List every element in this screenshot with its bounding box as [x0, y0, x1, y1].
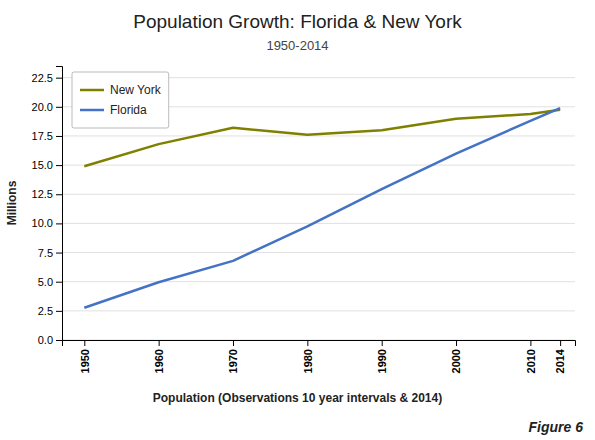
x-tick-label: 2014 — [554, 348, 566, 373]
x-tick-label: 1950 — [79, 349, 91, 373]
x-tick: 1990 — [376, 340, 388, 373]
x-tick-mark — [456, 340, 457, 346]
x-tick: 2000 — [450, 340, 462, 373]
x-tick-mark — [84, 340, 85, 346]
y-tick-mark — [56, 165, 62, 166]
x-tick: 2014 — [554, 340, 566, 373]
y-tick-mark — [56, 253, 62, 254]
subtitle: 1950-2014 — [266, 38, 328, 53]
y-tick-mark — [56, 78, 62, 79]
y-tick-mark — [56, 194, 62, 195]
x-tick: 1950 — [79, 340, 91, 373]
title: Population Growth: Florida & New York — [133, 11, 462, 32]
x-tick-label: 2010 — [525, 349, 537, 373]
y-tick-mark — [56, 311, 62, 312]
y-tick-mark — [56, 136, 62, 137]
x-tick: 1980 — [302, 340, 314, 373]
legend-box — [72, 72, 169, 128]
y-tick-label: 12.5 — [32, 188, 53, 200]
y-tick-label: 2.5 — [38, 305, 53, 317]
x-tick: 2010 — [525, 340, 537, 373]
x-tick-mark — [530, 340, 531, 346]
x-tick-mark — [307, 340, 308, 346]
legend-item: Florida — [80, 103, 147, 117]
legend-label: Florida — [110, 103, 147, 117]
y-tick: 10.0 — [32, 217, 62, 229]
x-axis-line — [63, 341, 576, 347]
x-tick-label: 1960 — [153, 349, 165, 373]
x-tick-mark — [159, 340, 160, 346]
grid-line — [62, 310, 575, 311]
grid-line — [62, 252, 575, 253]
grid-line — [62, 281, 575, 282]
y-tick: 0.0 — [38, 334, 62, 346]
y-tick: 15.0 — [32, 159, 62, 171]
y-tick-mark — [56, 107, 62, 108]
y-tick-mark — [56, 282, 62, 283]
y-tick: 7.5 — [38, 247, 62, 259]
x-tick-label: 1990 — [376, 349, 388, 373]
grid-line — [62, 165, 575, 166]
y-tick-label: 17.5 — [32, 130, 53, 142]
y-tick-label: 5.0 — [38, 276, 53, 288]
y-tick-label: 10.0 — [32, 217, 53, 229]
x-tick: 1970 — [227, 340, 239, 373]
x-tick-mark — [382, 340, 383, 346]
y-tick: 2.5 — [38, 305, 62, 317]
legend-item: New York — [80, 83, 162, 97]
figure-label: Figure 6 — [529, 419, 584, 435]
y-tick-label: 22.5 — [32, 72, 53, 84]
chart: Population Growth: Florida & New York 195… — [0, 0, 595, 440]
grid-line — [62, 223, 575, 224]
legend-swatch — [80, 89, 104, 92]
y-tick: 17.5 — [32, 130, 62, 142]
y-tick-label: 0.0 — [38, 334, 53, 346]
x-tick: 1960 — [153, 340, 165, 373]
x-tick-label: 1970 — [227, 349, 239, 373]
y-axis: 0.0 2.5 5.0 7.5 10.0 12.5 15.0 17.5 20.0 22.5 — [32, 67, 63, 347]
x-tick-mark — [560, 340, 561, 346]
legend-label: New York — [110, 83, 162, 97]
x-tick-mark — [233, 340, 234, 346]
x-axis-title: Population (Observations 10 year interva… — [153, 391, 442, 405]
legend: New York Florida — [72, 72, 169, 128]
y-axis-title: Millions — [5, 180, 19, 225]
grid-line — [62, 194, 575, 195]
y-tick: 20.0 — [32, 101, 62, 113]
series-line — [84, 108, 560, 308]
x-tick-label: 1980 — [302, 349, 314, 373]
y-tick-mark — [56, 340, 62, 341]
legend-swatch — [80, 109, 104, 112]
y-tick-label: 15.0 — [32, 159, 53, 171]
plot-area: 0.0 2.5 5.0 7.5 10.0 12.5 15.0 17.5 20.0 22.5 1950… — [32, 67, 576, 374]
x-axis: 1950 1960 1970 1980 1990 2000 2010 2014 — [63, 340, 576, 373]
y-tick-mark — [56, 223, 62, 224]
y-tick-label: 7.5 — [38, 247, 53, 259]
grid — [62, 78, 575, 340]
lines — [84, 108, 560, 308]
y-tick: 5.0 — [38, 276, 62, 288]
y-axis-line — [56, 67, 63, 341]
y-tick: 12.5 — [32, 188, 62, 200]
y-tick-label: 20.0 — [32, 101, 53, 113]
x-tick-label: 2000 — [450, 349, 462, 373]
y-tick: 22.5 — [32, 72, 62, 84]
